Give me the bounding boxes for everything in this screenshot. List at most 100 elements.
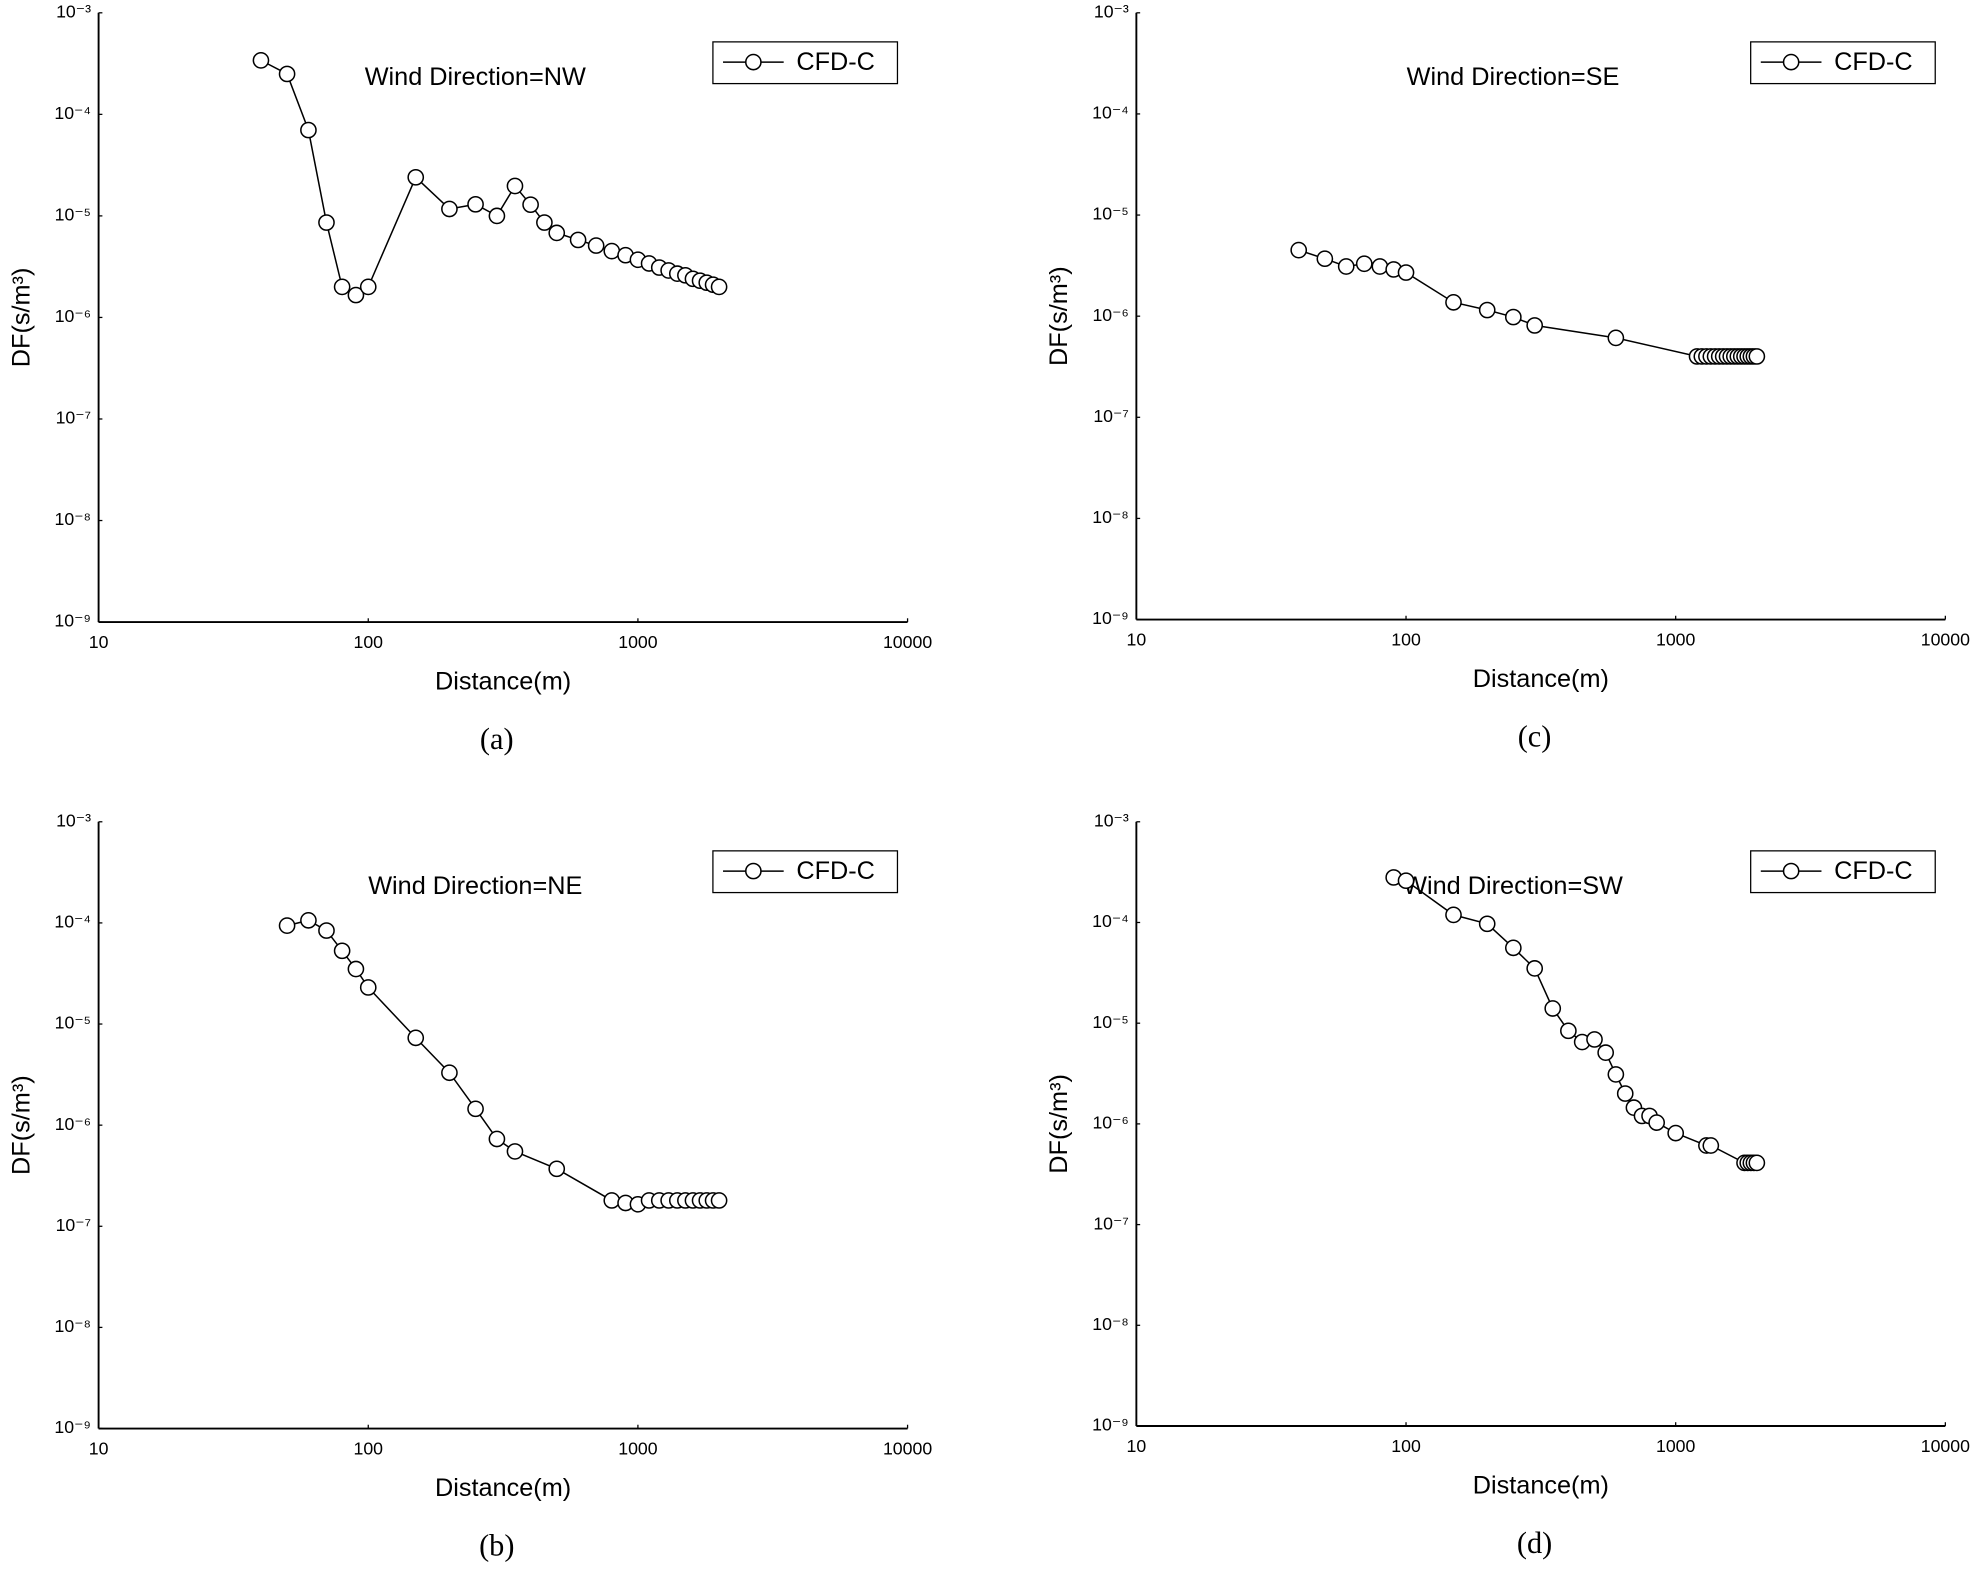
x-axis-label: Distance(m) bbox=[435, 667, 571, 695]
data-point bbox=[1504, 939, 1522, 957]
y-tick-label: 10⁻⁴ bbox=[54, 103, 91, 123]
data-point bbox=[359, 278, 377, 296]
y-tick-label: 10⁻⁶ bbox=[55, 1114, 91, 1134]
y-tick-label: 10⁻³ bbox=[56, 1, 91, 21]
data-point bbox=[441, 200, 458, 218]
legend-marker bbox=[1782, 862, 1800, 880]
legend-marker bbox=[745, 862, 762, 880]
y-tick-label: 10⁻⁶ bbox=[55, 306, 91, 326]
x-tick-label: 100 bbox=[353, 1439, 383, 1459]
data-point bbox=[333, 278, 351, 296]
data-point bbox=[1667, 1124, 1685, 1142]
data-point bbox=[300, 912, 317, 929]
y-tick-label: 10⁻⁸ bbox=[1092, 507, 1128, 527]
chart-panel: 10 100 1000 10000 10⁻⁹ 10⁻⁸ 10⁻⁷ 10⁻⁶ 10⁻⁵ 10⁻⁴ 10… bbox=[7, 1, 932, 756]
data-point bbox=[318, 922, 335, 939]
data-point bbox=[1607, 329, 1625, 347]
data-point bbox=[1597, 1044, 1615, 1061]
y-tick-label: 10⁻⁵ bbox=[1092, 204, 1128, 224]
caption: (a) bbox=[480, 722, 514, 756]
data-point bbox=[1445, 906, 1462, 924]
caption: (b) bbox=[479, 1529, 514, 1563]
x-tick-label: 100 bbox=[1391, 630, 1421, 650]
y-axis-label: DF(s/m³) bbox=[7, 268, 35, 368]
data-point bbox=[278, 65, 296, 83]
data-point bbox=[252, 52, 270, 69]
x-tick-label: 100 bbox=[353, 632, 383, 652]
y-axis-label: DF(s/m³) bbox=[1045, 266, 1073, 366]
x-tick-label: 1000 bbox=[1656, 630, 1696, 650]
y-axis-label: DF(s/m³) bbox=[7, 1075, 35, 1175]
data-point bbox=[1316, 250, 1334, 268]
y-tick-label: 10⁻⁷ bbox=[56, 408, 91, 428]
y-tick-label: 10⁻⁵ bbox=[55, 205, 91, 225]
x-tick-label: 1000 bbox=[618, 632, 658, 652]
data-point bbox=[1526, 317, 1544, 334]
data-point bbox=[603, 242, 621, 260]
data-point bbox=[347, 960, 365, 978]
data-point bbox=[488, 1130, 506, 1148]
chart-title: Wind Direction=SW bbox=[1403, 872, 1623, 900]
data-point bbox=[1478, 915, 1496, 933]
legend-label: CFD-C bbox=[1834, 48, 1913, 76]
data-point bbox=[536, 214, 553, 231]
data-point bbox=[1397, 264, 1415, 281]
chart-title: Wind Direction=NE bbox=[368, 872, 582, 900]
data-point bbox=[587, 237, 605, 254]
data-point bbox=[467, 195, 484, 213]
data-point bbox=[1290, 241, 1308, 259]
y-tick-label: 10⁻⁴ bbox=[54, 912, 91, 932]
x-tick-label: 10 bbox=[89, 632, 109, 652]
x-axis-label: Distance(m) bbox=[1473, 1471, 1609, 1499]
x-tick-label: 10 bbox=[1127, 630, 1147, 650]
x-axis-label: Distance(m) bbox=[435, 1474, 571, 1502]
data-point bbox=[569, 231, 587, 249]
data-point bbox=[1748, 348, 1766, 365]
data-point bbox=[467, 1100, 484, 1118]
x-tick-label: 10000 bbox=[883, 1439, 932, 1459]
y-tick-label: 10⁻⁸ bbox=[1092, 1314, 1128, 1334]
y-tick-label: 10⁻⁶ bbox=[1092, 305, 1128, 325]
y-tick-label: 10⁻⁵ bbox=[55, 1013, 91, 1033]
chart-panel: 10 100 1000 10000 10⁻⁹ 10⁻⁸ 10⁻⁷ 10⁻⁶ 10⁻⁵ 10⁻⁴ 10… bbox=[1045, 1, 1970, 753]
data-point bbox=[1616, 1085, 1634, 1102]
legend-label: CFD-C bbox=[796, 857, 875, 885]
data-point bbox=[710, 278, 728, 296]
y-tick-label: 10⁻⁹ bbox=[54, 1417, 91, 1437]
x-tick-label: 1000 bbox=[1656, 1436, 1696, 1456]
y-tick-label: 10⁻⁴ bbox=[1092, 103, 1129, 123]
data-point bbox=[1748, 1154, 1766, 1172]
chart-panel: 10 100 1000 10000 10⁻⁹ 10⁻⁸ 10⁻⁷ 10⁻⁶ 10⁻⁵ 10⁻⁴ 10… bbox=[1045, 810, 1970, 1560]
caption: (d) bbox=[1517, 1526, 1552, 1560]
y-tick-label: 10⁻⁹ bbox=[1092, 608, 1129, 628]
data-point bbox=[407, 168, 425, 186]
y-tick-label: 10⁻⁵ bbox=[1092, 1012, 1128, 1032]
y-axis-label: DF(s/m³) bbox=[1045, 1074, 1073, 1174]
y-tick-label: 10⁻⁷ bbox=[1093, 1213, 1128, 1233]
data-point bbox=[1371, 258, 1389, 275]
x-tick-label: 100 bbox=[1391, 1436, 1421, 1456]
y-tick-label: 10⁻³ bbox=[56, 810, 91, 830]
y-tick-label: 10⁻⁷ bbox=[56, 1215, 91, 1235]
data-point bbox=[548, 1160, 566, 1178]
data-point bbox=[488, 207, 506, 225]
data-point bbox=[1544, 1000, 1562, 1017]
y-tick-label: 10⁻⁹ bbox=[54, 611, 91, 631]
data-point bbox=[359, 979, 377, 996]
y-tick-label: 10⁻³ bbox=[1094, 1, 1129, 21]
data-point bbox=[1648, 1114, 1665, 1131]
data-point bbox=[548, 224, 566, 242]
data-point bbox=[1586, 1031, 1603, 1048]
legend-marker bbox=[745, 53, 762, 71]
data-point bbox=[1478, 301, 1496, 319]
data-point bbox=[318, 214, 335, 231]
data-point bbox=[347, 286, 365, 304]
x-tick-label: 1000 bbox=[618, 1439, 658, 1459]
data-point bbox=[1607, 1066, 1625, 1083]
data-point bbox=[278, 917, 296, 934]
data-point bbox=[1526, 960, 1544, 977]
data-point bbox=[603, 1192, 621, 1209]
data-point bbox=[333, 942, 351, 960]
data-point bbox=[710, 1192, 728, 1209]
data-point bbox=[1337, 258, 1355, 275]
